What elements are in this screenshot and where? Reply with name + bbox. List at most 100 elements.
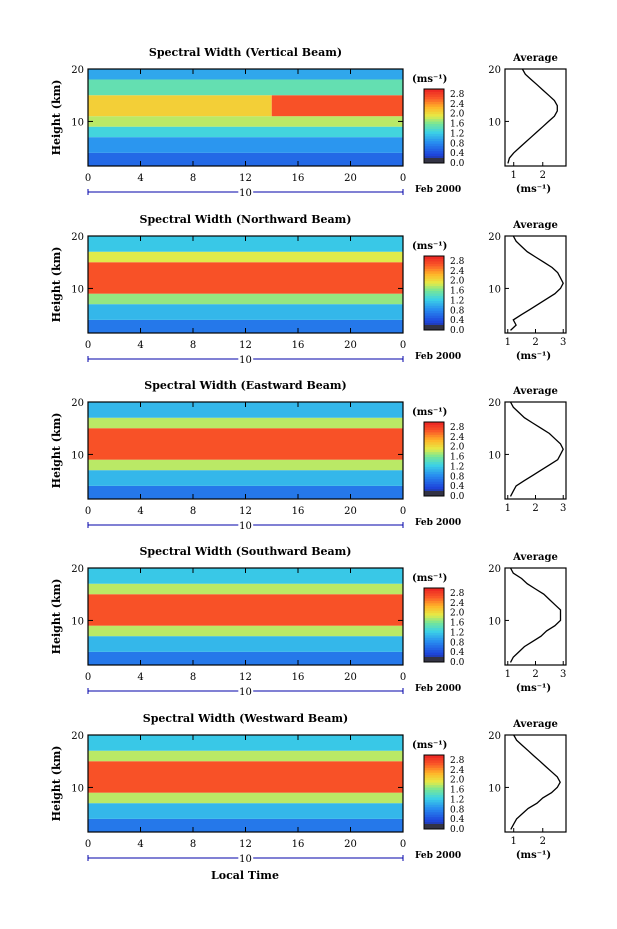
x-tick-label: 0	[85, 672, 91, 683]
avg-y-tick-label: 20	[488, 65, 501, 76]
avg-x-tick-label: 1	[505, 337, 511, 348]
avg-x-tick-label: 1	[505, 503, 511, 514]
avg-x-tick-label: 1	[511, 170, 517, 181]
average-profile-line	[509, 567, 562, 663]
panel-title: Spectral Width (Westward Beam)	[143, 712, 348, 725]
avg-x-tick-label: 3	[560, 669, 566, 680]
x-tick-label: 0	[400, 173, 406, 184]
x-tick-label: 4	[137, 506, 143, 517]
colorbar-segment	[424, 602, 444, 606]
x-tick-label: 4	[137, 672, 143, 683]
colorbar-unit: (ms⁻¹)	[412, 241, 447, 252]
colorbar-tick-label: 2.8	[450, 756, 465, 766]
heatmap-band	[88, 251, 403, 263]
x-tick-label: 12	[239, 506, 252, 517]
colorbar-segment	[424, 133, 444, 137]
x-tick-label: 8	[190, 506, 196, 517]
avg-y-tick-label: 20	[488, 564, 501, 575]
heatmap-band	[88, 236, 403, 252]
x-tick-label: 8	[190, 340, 196, 351]
panel-title: Spectral Width (Eastward Beam)	[144, 379, 346, 392]
colorbar-segment	[424, 317, 444, 321]
colorbar-segment	[424, 617, 444, 621]
x-tick-label: 20	[344, 839, 357, 850]
avg-y-tick-label: 10	[488, 450, 501, 461]
average-frame	[504, 734, 567, 833]
colorbar-segment	[424, 796, 444, 800]
date-month-year: Feb 2000	[415, 352, 461, 362]
colorbar-segment	[424, 283, 444, 287]
date-month-year: Feb 2000	[415, 851, 461, 861]
x-tick-label: 16	[292, 839, 305, 850]
colorbar-zero	[424, 158, 444, 163]
colorbar-segment	[424, 461, 444, 465]
colorbar-frame	[423, 88, 445, 164]
colorbar-segment	[424, 600, 444, 604]
x-tick-label: 12	[239, 340, 252, 351]
colorbar-segment	[424, 446, 444, 450]
date-month-year: Feb 2000	[415, 518, 461, 528]
avg-x-tick-label: 2	[540, 836, 546, 847]
colorbar-segment	[424, 290, 444, 294]
colorbar-tick-label: 0.8	[450, 805, 465, 815]
average-profile-line	[510, 235, 564, 331]
x-tick-label: 12	[239, 672, 252, 683]
colorbar-segment	[424, 764, 444, 768]
heatmap-band	[88, 79, 403, 96]
colorbar-segment	[424, 782, 444, 786]
colorbar-segment	[424, 278, 444, 282]
colorbar-segment	[424, 454, 444, 458]
colorbar-tick-label: 1.2	[450, 129, 464, 139]
colorbar-segment	[424, 275, 444, 279]
avg-y-tick-label: 10	[488, 616, 501, 627]
panel-1: Spectral Width (Northward Beam) Height (k…	[50, 213, 567, 368]
colorbar-segment	[424, 759, 444, 763]
heatmap-band	[88, 625, 403, 637]
colorbar-segment	[424, 794, 444, 798]
colorbar-zero	[424, 325, 444, 330]
colorbar-segment	[424, 647, 444, 651]
colorbar-tick-label: 2.0	[450, 277, 465, 287]
colorbar-segment	[424, 106, 444, 110]
heatmap-band	[88, 750, 403, 762]
avg-x-tick-label: 2	[540, 170, 546, 181]
colorbar-segment	[424, 767, 444, 771]
avg-x-tick-label: 1	[511, 836, 517, 847]
avg-y-tick-label: 10	[488, 284, 501, 295]
heatmap-band	[88, 761, 403, 793]
x-tick-label: 16	[292, 173, 305, 184]
avg-y-tick-label: 10	[488, 117, 501, 128]
colorbar-zero	[424, 657, 444, 662]
colorbar-segment	[424, 801, 444, 805]
x-tick-label: 0	[85, 506, 91, 517]
colorbar-segment	[424, 779, 444, 783]
heatmap-band	[88, 417, 403, 429]
y-tick-label: 10	[71, 783, 84, 794]
average-profile-line	[509, 401, 564, 497]
colorbar-segment	[424, 439, 444, 443]
colorbar-segment	[424, 799, 444, 803]
colorbar-tick-label: 1.6	[450, 786, 465, 796]
colorbar-tick-label: 0.8	[450, 472, 465, 482]
colorbar-tick-label: 2.4	[450, 100, 465, 110]
average-frame	[504, 68, 567, 167]
heatmap-band	[88, 583, 403, 595]
colorbar-tick-label: 0.0	[450, 658, 465, 668]
colorbar-tick-label: 0.0	[450, 159, 465, 169]
x-tick-label: 8	[190, 173, 196, 184]
panel-title: Spectral Width (Vertical Beam)	[149, 46, 342, 59]
y-axis-label: Height (km)	[50, 579, 63, 655]
y-tick-label: 20	[71, 731, 84, 742]
y-tick-label: 20	[71, 564, 84, 575]
average-title: Average	[512, 386, 558, 397]
colorbar-segment	[424, 148, 444, 152]
colorbar-tick-label: 1.2	[450, 628, 464, 638]
colorbar-segment	[424, 300, 444, 304]
colorbar-segment	[424, 116, 444, 120]
heatmap-band	[88, 319, 403, 333]
colorbar-segment	[424, 297, 444, 301]
heatmap-band	[88, 152, 403, 166]
colorbar-tick-label: 1.2	[450, 462, 464, 472]
avg-x-tick-label: 1	[505, 669, 511, 680]
average-title: Average	[512, 53, 558, 64]
